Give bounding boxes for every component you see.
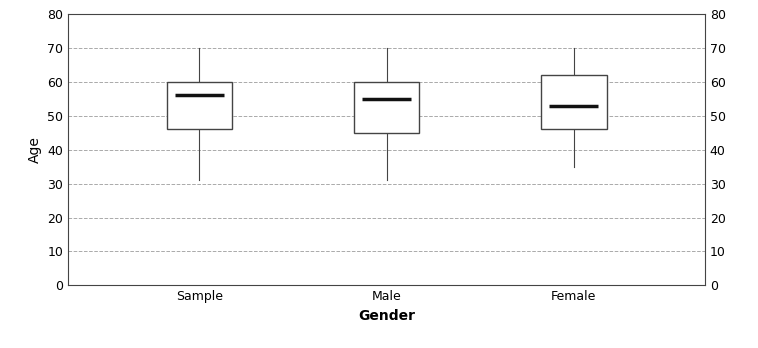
Bar	[541, 75, 606, 129]
Y-axis label: Age: Age	[28, 136, 42, 163]
Bar	[167, 82, 232, 129]
Bar	[354, 82, 419, 133]
X-axis label: Gender: Gender	[358, 309, 415, 323]
